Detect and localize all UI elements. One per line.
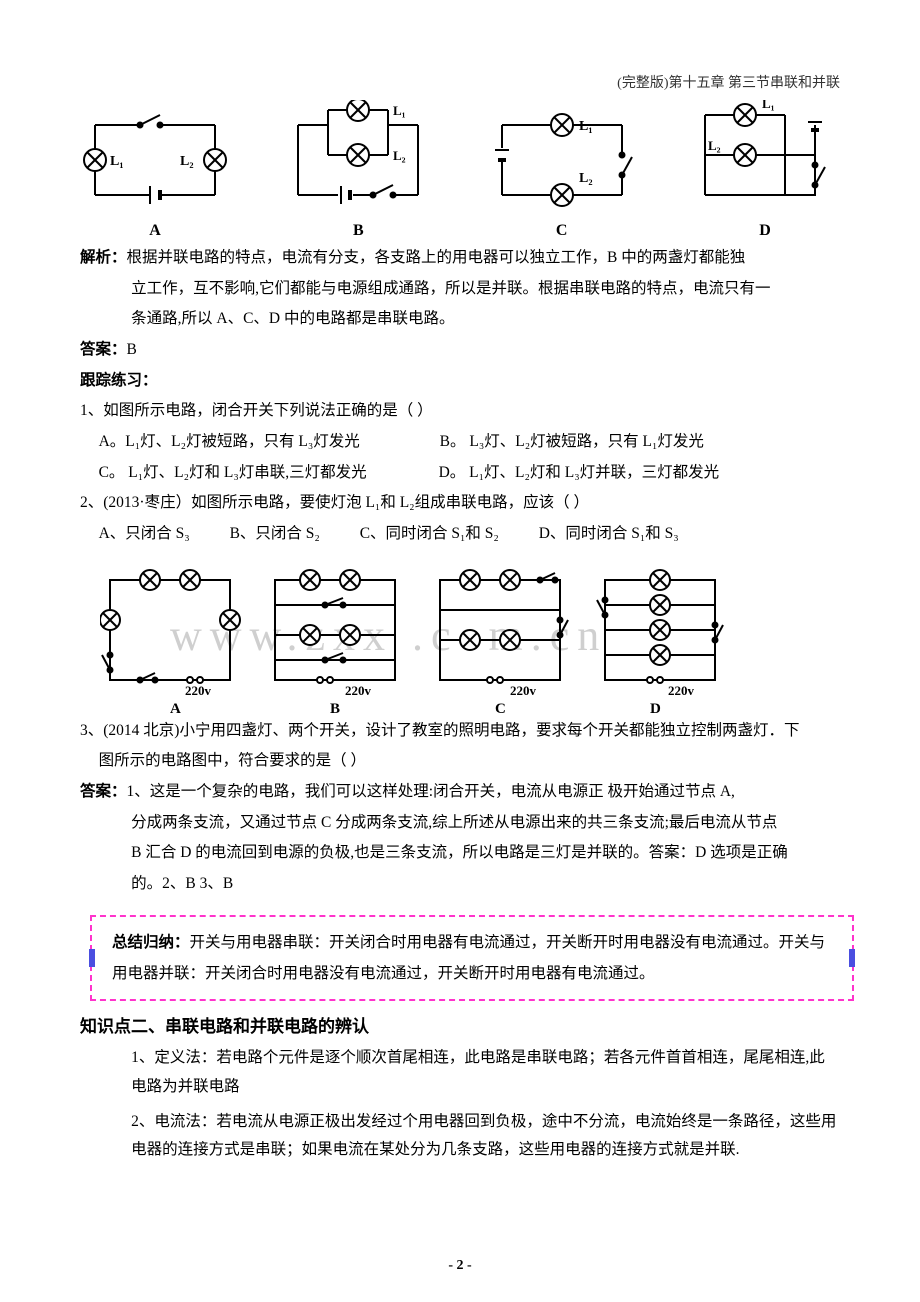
kp2-item: 2、电流法：若电流从电源正极出发经过个用电器回到负极，途中不分流，电流始终是一条… bbox=[80, 1108, 840, 1165]
summary-title: 总结归纳： bbox=[112, 934, 190, 951]
diagram-a: L₁ L₂ A bbox=[80, 100, 230, 240]
kp2-title: 知识点二、串联电路和并联电路的辨认 bbox=[80, 1011, 840, 1042]
diagram-label: B bbox=[283, 222, 433, 240]
q2-opts: A、只闭合 S₃ B、只闭合 S₂ C、同时闭合 S₁和 S₂ D、同时闭合 S… bbox=[80, 520, 840, 549]
svg-text:L₁: L₁ bbox=[110, 154, 124, 169]
q2-opt-b: B、只闭合 S₂ bbox=[230, 520, 320, 549]
q3-line: 图所示的电路图中，符合要求的是（ ） bbox=[80, 747, 840, 776]
diagram-b: L₁ L₂ B bbox=[283, 100, 433, 240]
summary-box: 总结归纳：开关与用电器串联：开关闭合时用电器有电流通过，开关断开时用电器没有电流… bbox=[90, 915, 854, 1001]
analysis-line: 条通路,所以 A、C、D 中的电路都是串联电路。 bbox=[80, 305, 840, 334]
answer-label: 答案： bbox=[80, 341, 127, 358]
q1-opt-c: C。 L₁灯、L₂灯和 L₃灯串联,三灯都发光 bbox=[99, 459, 367, 488]
circuit-b-svg: L₁ L₂ bbox=[283, 100, 433, 220]
q2-stem: 2、(2013·枣庄）如图所示电路，要使灯泡 L₁和 L₂组成串联电路，应该（ … bbox=[80, 489, 840, 518]
diagram-label: D bbox=[690, 222, 840, 240]
q1-opts-row2: C。 L₁灯、L₂灯和 L₃灯串联,三灯都发光 D。 L₁灯、L₂灯和 L₃灯并… bbox=[80, 459, 840, 488]
answer-top: 答案：B bbox=[80, 336, 840, 365]
svg-text:C: C bbox=[495, 701, 506, 715]
diagram-d: L₁ L₂ D bbox=[690, 100, 840, 240]
circuit-a-svg: L₁ L₂ bbox=[80, 100, 230, 220]
circuit-d-svg: L₁ L₂ bbox=[690, 100, 840, 220]
svg-text:D: D bbox=[650, 701, 661, 715]
q2-opt-d: D、同时闭合 S₁和 S₃ bbox=[539, 520, 679, 549]
q1-opts-row1: A。L₁灯、L₂灯被短路，只有 L₃灯发光 B。 L₃灯、L₂灯被短路，只有 L… bbox=[80, 428, 840, 457]
diagram-label: C bbox=[487, 222, 637, 240]
svg-text:A: A bbox=[170, 701, 181, 715]
diagram-c: L₁ L₂ C bbox=[487, 100, 637, 240]
analysis-block: 解析：根据并联电路的特点，电流有分支，各支路上的用电器可以独立工作，B 中的两盏… bbox=[80, 244, 840, 273]
page: (完整版)第十五章 第三节串联和并联 bbox=[0, 0, 920, 1302]
q2-opt-a: A、只闭合 S₃ bbox=[99, 520, 190, 549]
svg-text:220v: 220v bbox=[510, 683, 537, 698]
fa-line: 1、这是一个复杂的电路，我们可以这样处理:闭合开关，电流从电源正 极开始通过节点… bbox=[127, 783, 735, 800]
follow-title: 跟踪练习： bbox=[80, 367, 840, 396]
svg-text:220v: 220v bbox=[668, 683, 695, 698]
q1-opt-d: D。 L₁灯、L₂灯和 L₃灯并联，三灯都发光 bbox=[439, 459, 720, 488]
svg-text:L₁: L₁ bbox=[579, 119, 593, 134]
circuit-c-svg: L₁ L₂ bbox=[487, 100, 637, 220]
analysis-label: 解析： bbox=[80, 249, 127, 266]
diagram-label: A bbox=[80, 222, 230, 240]
analysis-line: 根据并联电路的特点，电流有分支，各支路上的用电器可以独立工作，B 中的两盏灯都能… bbox=[127, 249, 746, 266]
svg-text:L₂: L₂ bbox=[708, 138, 721, 153]
fa-line: 分成两条支流，又通过节点 C 分成两条支流,综上所述从电源出来的共三条支流;最后… bbox=[80, 809, 840, 838]
svg-text:L₁: L₁ bbox=[762, 100, 775, 111]
top-diagram-row: L₁ L₂ A bbox=[80, 100, 840, 240]
answer-value: B bbox=[127, 341, 137, 358]
q1-opt-a: A。L₁灯、L₂灯被短路，只有 L₃灯发光 bbox=[99, 428, 360, 457]
svg-text:L₁: L₁ bbox=[393, 103, 406, 118]
mid-circuits-svg: 220v A 220v B bbox=[100, 565, 740, 715]
svg-text:220v: 220v bbox=[345, 683, 372, 698]
kp2-item: 1、定义法：若电路个元件是逐个顺次首尾相连，此电路是串联电路；若各元件首首相连，… bbox=[80, 1044, 840, 1101]
svg-text:220v: 220v bbox=[185, 683, 212, 698]
mid-diagram-row: www.zxx .com.cn 220v A bbox=[100, 565, 840, 715]
svg-text:L₂: L₂ bbox=[579, 171, 593, 186]
q3-line: 3、(2014 北京)小宁用四盏灯、两个开关，设计了教室的照明电路，要求每个开关… bbox=[80, 717, 840, 746]
body: 解析：根据并联电路的特点，电流有分支，各支路上的用电器可以独立工作，B 中的两盏… bbox=[80, 244, 840, 1165]
follow-answer: 答案：1、这是一个复杂的电路，我们可以这样处理:闭合开关，电流从电源正 极开始通… bbox=[80, 778, 840, 807]
q1-stem: 1、如图所示电路，闭合开关下列说法正确的是（ ） bbox=[80, 397, 840, 426]
header-title: (完整版)第十五章 第三节串联和并联 bbox=[617, 72, 840, 92]
svg-text:L₂: L₂ bbox=[180, 154, 194, 169]
q2-opt-c: C、同时闭合 S₁和 S₂ bbox=[360, 520, 499, 549]
svg-text:L₂: L₂ bbox=[393, 148, 406, 163]
q1-opt-b: B。 L₃灯、L₂灯被短路，只有 L₁灯发光 bbox=[440, 428, 704, 457]
fa-label: 答案： bbox=[80, 783, 127, 800]
fa-line: B 汇合 D 的电流回到电源的负极,也是三条支流，所以电路是三灯是并联的。答案：… bbox=[80, 839, 840, 868]
summary-body: 开关与用电器串联：开关闭合时用电器有电流通过，开关断开时用电器没有电流通过。开关… bbox=[112, 934, 825, 982]
svg-text:B: B bbox=[330, 701, 340, 715]
fa-line: 的。2、B 3、B bbox=[80, 870, 840, 899]
analysis-line: 立工作，互不影响,它们都能与电源组成通路，所以是并联。根据串联电路的特点，电流只… bbox=[80, 275, 840, 304]
page-number: - 2 - bbox=[0, 1258, 920, 1274]
